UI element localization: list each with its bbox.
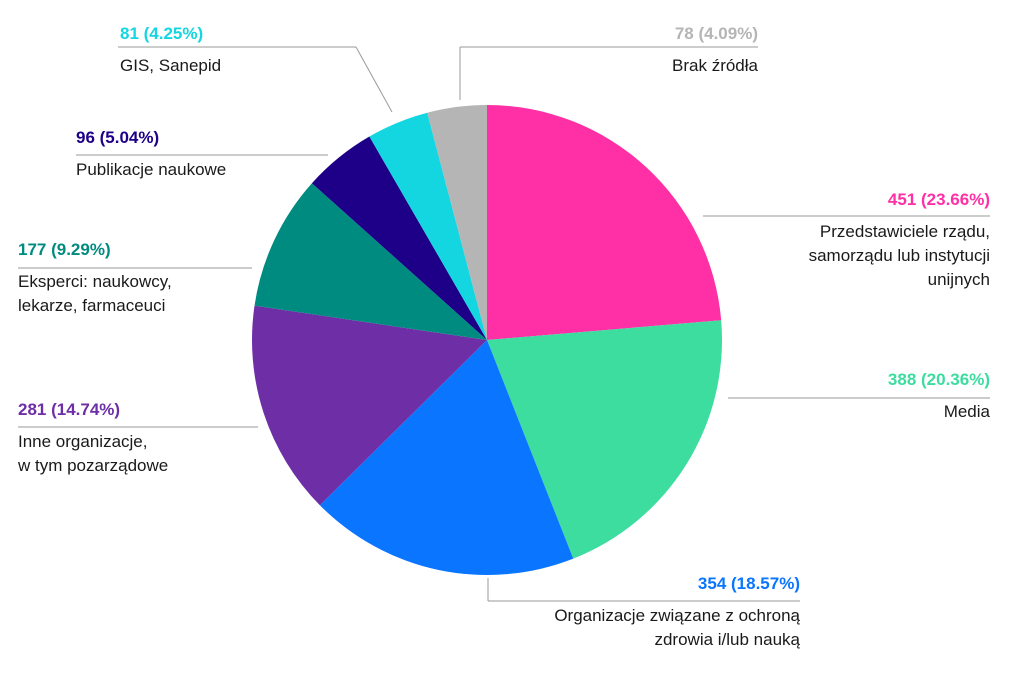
slice-value-label: 96 (5.04%) [76,128,160,147]
slice-category-label: Media [943,402,990,421]
pie-slice [427,105,487,340]
slice-value-label: 388 (20.36%) [887,370,990,389]
pie-slice [319,340,574,576]
slice-category-label: Przedstawiciele rządu, samorządu lub ins… [808,222,990,289]
pie-slice [311,136,487,340]
slice-value-label: 81 (4.25%) [120,24,204,43]
pie-slice [487,105,722,340]
slice-value-label: 78 (4.09%) [674,24,758,43]
pie-slice [487,320,722,559]
slice-label: 281 (14.74%) Inne organizacje, w tym poza… [18,398,168,478]
pie-slice [251,305,487,506]
slice-label: 81 (4.25%) GIS, Sanepid [120,22,221,78]
slice-category-label: GIS, Sanepid [120,56,222,75]
slice-label: 451 (23.66%) Przedstawiciele rządu, samor… [809,188,990,292]
slice-value-label: 451 (23.66%) [887,190,990,209]
leader-line [355,46,393,113]
slice-category-label: Eksperci: naukowcy, lekarze, farmaceuci [18,272,172,315]
slice-label: 96 (5.04%) Publikacje naukowe [76,126,226,182]
slice-value-label: 281 (14.74%) [18,400,121,419]
slice-value-label: 177 (9.29%) [18,240,111,259]
slice-label: 78 (4.09%) Brak źródła [672,22,758,78]
slice-category-label: Brak źródła [672,56,758,75]
slice-label: 177 (9.29%) Eksperci: naukowcy, lekarze, … [18,238,172,318]
slice-category-label: Publikacje naukowe [76,160,227,179]
slice-category-label: Inne organizacje, w tym pozarządowe [18,432,169,475]
slice-category-label: Organizacje związane z ochroną zdrowia i… [554,606,800,649]
slice-value-label: 354 (18.57%) [697,574,800,593]
pie-slice [254,183,487,340]
slice-label: 354 (18.57%) Organizacje związane z ochro… [554,572,800,652]
slice-label: 388 (20.36%) Media [888,368,990,424]
pie-slice [369,112,487,340]
